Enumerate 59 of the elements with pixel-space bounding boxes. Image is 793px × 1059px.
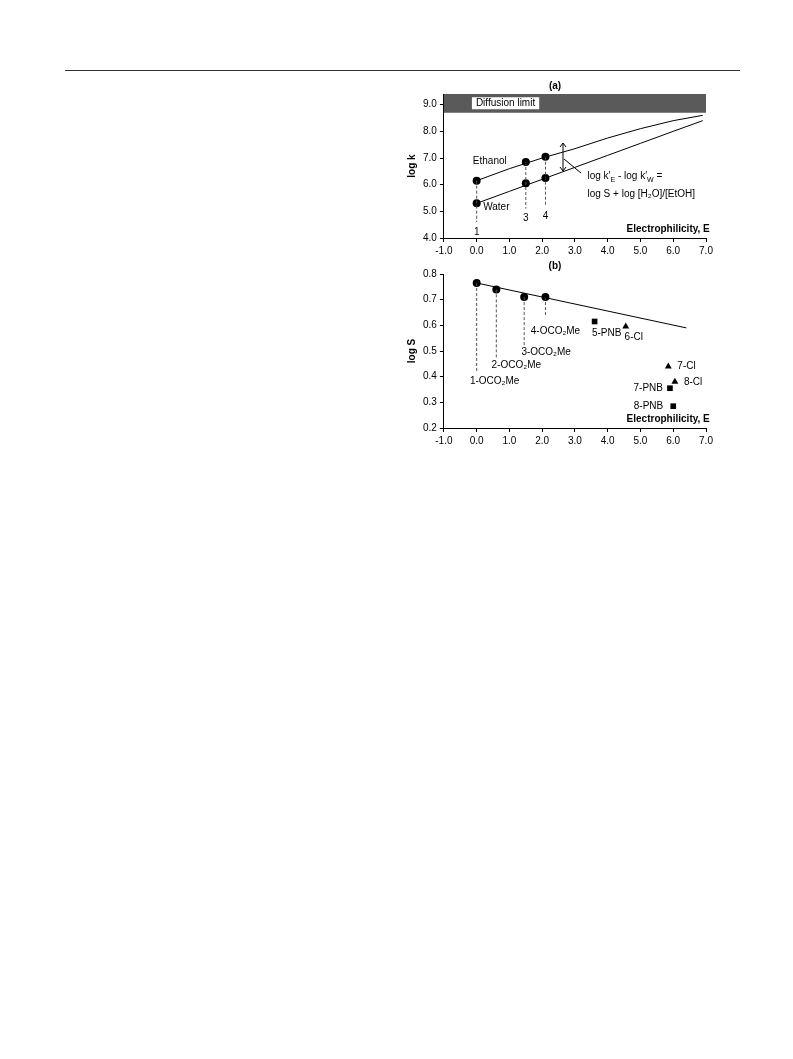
y-tick-label: 7.0 (423, 151, 438, 163)
x-tick-label: 7.0 (699, 244, 714, 256)
y-tick-label: 0.5 (423, 344, 438, 356)
y-tick-label: 5.0 (423, 205, 438, 217)
x-tick-label: 7.0 (699, 434, 714, 446)
point (667, 385, 673, 392)
annotation: 3-OCO₂Me (521, 345, 572, 357)
y-tick-label: 6.0 (423, 178, 438, 190)
annotation: 4-OCO₂Me (530, 324, 581, 336)
x-axis-title: Electrophilicity, E (626, 412, 711, 424)
point (520, 293, 529, 302)
annotation: 4 (542, 209, 549, 221)
x-tick-label: 0.0 (469, 244, 485, 256)
x-tick-label: 4.0 (600, 434, 616, 446)
annotation: 3 (523, 212, 530, 224)
y-tick-label: 0.6 (423, 319, 438, 331)
y-tick-label: 8.0 (423, 125, 438, 137)
x-tick-label: 3.0 (568, 434, 583, 446)
x-tick-label: 5.0 (633, 434, 648, 446)
x-tick-label: 5.0 (633, 244, 648, 256)
x-tick-label: 1.0 (502, 244, 517, 256)
point (671, 377, 679, 384)
x-tick-label: 2.0 (535, 434, 550, 446)
annotation: 6-Cl (624, 331, 643, 343)
x-tick-label: -1.0 (435, 434, 453, 446)
x-tick-label: 4.0 (600, 244, 616, 256)
annotation: 7-PNB (633, 381, 664, 393)
x-axis-title: Electrophilicity, E (626, 222, 711, 234)
y-tick-label: 0.2 (423, 421, 438, 433)
point (622, 322, 630, 329)
y-axis-title: log S (405, 338, 417, 364)
y-tick-label: 0.3 (423, 396, 438, 408)
chart-title: (b) (548, 259, 562, 271)
point (670, 403, 677, 410)
annotation: 2-OCO₂Me (491, 359, 542, 371)
annotation: 1-OCO₂Me (469, 375, 520, 387)
point (472, 278, 481, 287)
x-tick-label: 1.0 (502, 434, 517, 446)
x-tick-label: 3.0 (568, 244, 583, 256)
y-tick-label: 4.0 (423, 231, 438, 243)
band-label: Diffusion limit (475, 97, 536, 109)
y-axis-title: log k (405, 153, 417, 178)
annotation: 5-PNB (591, 327, 622, 339)
x-tick-label: 2.0 (535, 244, 550, 256)
annotation: 8-Cl (683, 375, 703, 387)
annotation: Ethanol (472, 155, 507, 167)
annotation: Water (483, 201, 511, 213)
annotation: 8-PNB (633, 399, 664, 411)
chart-title: (a) (548, 79, 562, 91)
annotation: 7-Cl (677, 360, 696, 372)
x-tick-label: 0.0 (469, 434, 485, 446)
x-tick-label: -1.0 (435, 244, 453, 256)
x-tick-label: 6.0 (666, 244, 681, 256)
y-tick-label: 9.0 (423, 98, 438, 110)
y-tick-label: 0.8 (423, 267, 438, 279)
annotation: 1 (473, 225, 480, 237)
y-tick-label: 0.7 (423, 293, 438, 305)
x-tick-label: 6.0 (666, 434, 681, 446)
y-tick-label: 0.4 (423, 370, 438, 382)
